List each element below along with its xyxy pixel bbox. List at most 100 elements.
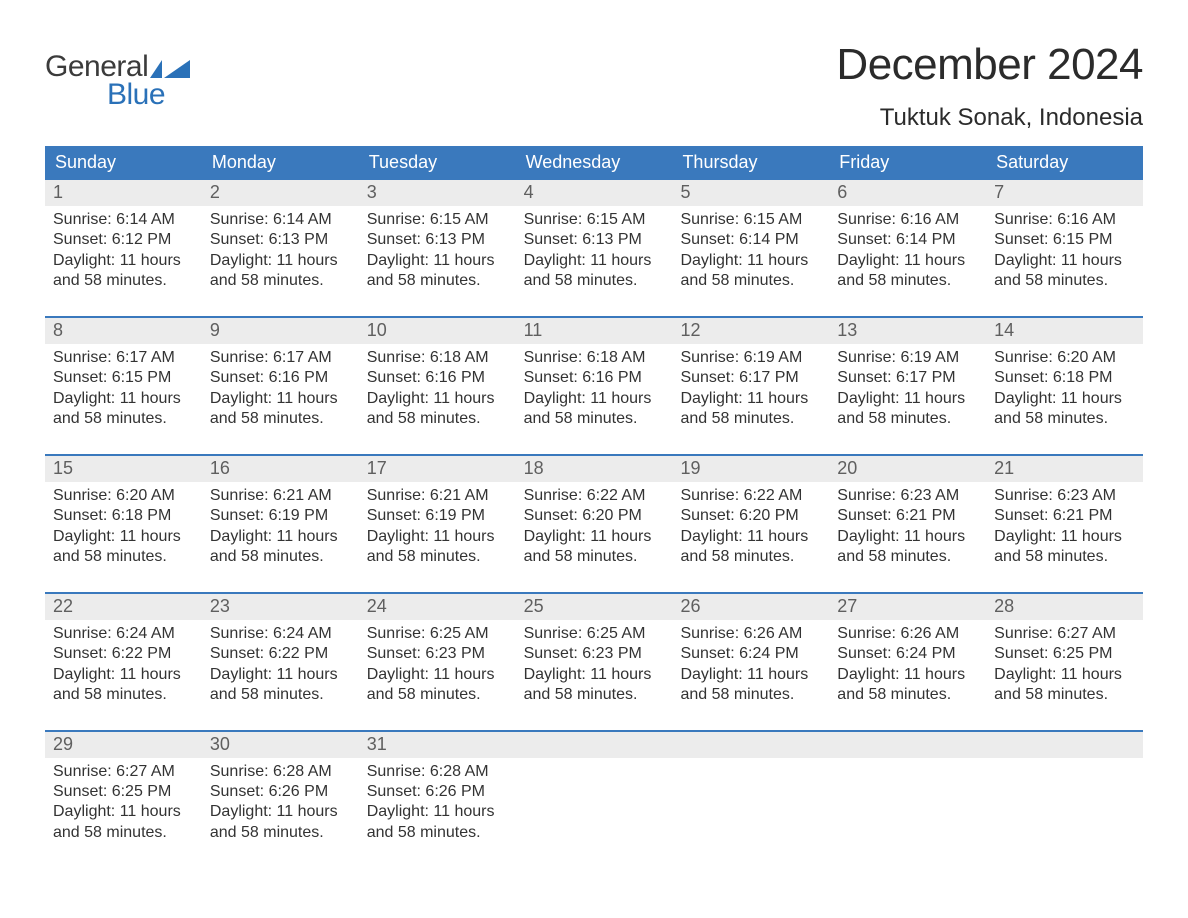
daylight-line-2: and 58 minutes. [53,685,194,705]
day-body: Sunrise: 6:25 AMSunset: 6:23 PMDaylight:… [359,620,516,706]
day-number-row: 18 [516,456,673,482]
day-cell: 23Sunrise: 6:24 AMSunset: 6:22 PMDayligh… [202,594,359,716]
day-number-row: 19 [672,456,829,482]
day-cell: 6Sunrise: 6:16 AMSunset: 6:14 PMDaylight… [829,180,986,302]
day-body: Sunrise: 6:23 AMSunset: 6:21 PMDaylight:… [986,482,1143,568]
sunrise-line: Sunrise: 6:27 AM [994,624,1135,644]
week-spacer [45,716,1143,730]
weeks-container: 1 Sunrise: 6:14 AMSunset: 6:12 PMDaylight… [45,180,1143,853]
flag-icon [150,58,190,78]
day-body: Sunrise: 6:26 AMSunset: 6:24 PMDaylight:… [672,620,829,706]
day-number-row: 13 [829,318,986,344]
week-spacer [45,302,1143,316]
day-body: Sunrise: 6:14 AMSunset: 6:12 PMDaylight:… [45,206,202,292]
daylight-line-1: Daylight: 11 hours [994,665,1135,685]
daylight-line-2: and 58 minutes. [680,409,821,429]
day-number: 29 [53,734,73,754]
day-number: 6 [837,182,847,202]
day-body: Sunrise: 6:19 AMSunset: 6:17 PMDaylight:… [829,344,986,430]
day-cell: 15Sunrise: 6:20 AMSunset: 6:18 PMDayligh… [45,456,202,578]
sunset-line: Sunset: 6:20 PM [524,506,665,526]
sunset-line: Sunset: 6:19 PM [367,506,508,526]
calendar: SundayMondayTuesdayWednesdayThursdayFrid… [45,146,1143,853]
day-cell: 30Sunrise: 6:28 AMSunset: 6:26 PMDayligh… [202,732,359,854]
day-cell-empty: . [829,732,986,854]
sunset-line: Sunset: 6:18 PM [53,506,194,526]
sunrise-line: Sunrise: 6:28 AM [210,762,351,782]
day-number: 19 [680,458,700,478]
sunset-line: Sunset: 6:14 PM [837,230,978,250]
brand-word-blue: Blue [107,78,165,112]
daylight-line-1: Daylight: 11 hours [367,802,508,822]
day-body: Sunrise: 6:18 AMSunset: 6:16 PMDaylight:… [359,344,516,430]
day-body: Sunrise: 6:19 AMSunset: 6:17 PMDaylight:… [672,344,829,430]
sunrise-line: Sunrise: 6:25 AM [367,624,508,644]
daylight-line-2: and 58 minutes. [837,685,978,705]
day-cell-empty: . [672,732,829,854]
day-number: 3 [367,182,377,202]
daylight-line-2: and 58 minutes. [210,547,351,567]
sunset-line: Sunset: 6:26 PM [210,782,351,802]
day-body: Sunrise: 6:26 AMSunset: 6:24 PMDaylight:… [829,620,986,706]
day-number-row: 15 [45,456,202,482]
sunrise-line: Sunrise: 6:17 AM [53,348,194,368]
day-number: 7 [994,182,1004,202]
daylight-line-2: and 58 minutes. [524,409,665,429]
dow-cell: Friday [829,146,986,180]
day-number-row: 29 [45,732,202,758]
sunset-line: Sunset: 6:23 PM [524,644,665,664]
daylight-line-2: and 58 minutes. [680,547,821,567]
day-number-row: . [829,732,986,758]
day-cell: 31Sunrise: 6:28 AMSunset: 6:26 PMDayligh… [359,732,516,854]
sunrise-line: Sunrise: 6:21 AM [210,486,351,506]
week-row: 22 Sunrise: 6:24 AMSunset: 6:22 PMDayligh… [45,592,1143,716]
daylight-line-2: and 58 minutes. [367,547,508,567]
day-body: Sunrise: 6:18 AMSunset: 6:16 PMDaylight:… [516,344,673,430]
brand-logo: General Blue [45,50,190,112]
day-number: 2 [210,182,220,202]
day-cell: 7 Sunrise: 6:16 AMSunset: 6:15 PMDaylight… [986,180,1143,302]
day-body: Sunrise: 6:17 AMSunset: 6:16 PMDaylight:… [202,344,359,430]
sunrise-line: Sunrise: 6:17 AM [210,348,351,368]
day-number: 13 [837,320,857,340]
day-body: Sunrise: 6:21 AMSunset: 6:19 PMDaylight:… [202,482,359,568]
sunrise-line: Sunrise: 6:22 AM [680,486,821,506]
day-cell: 11 Sunrise: 6:18 AMSunset: 6:16 PMDayligh… [516,318,673,440]
day-number-row: 27 [829,594,986,620]
day-number: 9 [210,320,220,340]
day-number-row: 16 [202,456,359,482]
sunrise-line: Sunrise: 6:14 AM [53,210,194,230]
day-number: 11 [524,320,543,340]
day-cell: 13 Sunrise: 6:19 AMSunset: 6:17 PMDayligh… [829,318,986,440]
day-cell: 5Sunrise: 6:15 AMSunset: 6:14 PMDaylight… [672,180,829,302]
day-cell: 21Sunrise: 6:23 AMSunset: 6:21 PMDayligh… [986,456,1143,578]
daylight-line-1: Daylight: 11 hours [680,665,821,685]
daylight-line-1: Daylight: 11 hours [837,527,978,547]
day-number-row: 23 [202,594,359,620]
daylight-line-2: and 58 minutes. [994,547,1135,567]
day-number-row: 26 [672,594,829,620]
daylight-line-2: and 58 minutes. [994,271,1135,291]
daylight-line-1: Daylight: 11 hours [210,802,351,822]
daylight-line-1: Daylight: 11 hours [53,251,194,271]
day-number: 1 [53,182,63,202]
sunrise-line: Sunrise: 6:20 AM [53,486,194,506]
sunset-line: Sunset: 6:17 PM [837,368,978,388]
day-number: 5 [680,182,690,202]
week-row: 8Sunrise: 6:17 AMSunset: 6:15 PMDaylight… [45,316,1143,440]
sunrise-line: Sunrise: 6:15 AM [524,210,665,230]
sunset-line: Sunset: 6:14 PM [680,230,821,250]
day-body: Sunrise: 6:27 AMSunset: 6:25 PMDaylight:… [986,620,1143,706]
sunset-line: Sunset: 6:25 PM [53,782,194,802]
sunset-line: Sunset: 6:15 PM [53,368,194,388]
day-number: 22 [53,596,73,616]
day-body: Sunrise: 6:24 AMSunset: 6:22 PMDaylight:… [45,620,202,706]
day-number: 10 [367,320,387,340]
day-body: Sunrise: 6:17 AMSunset: 6:15 PMDaylight:… [45,344,202,430]
dow-cell: Tuesday [359,146,516,180]
sunset-line: Sunset: 6:25 PM [994,644,1135,664]
day-number-row: 11 [516,318,673,344]
day-body: Sunrise: 6:16 AMSunset: 6:15 PMDaylight:… [986,206,1143,292]
day-number-row: 24 [359,594,516,620]
day-cell: 19Sunrise: 6:22 AMSunset: 6:20 PMDayligh… [672,456,829,578]
